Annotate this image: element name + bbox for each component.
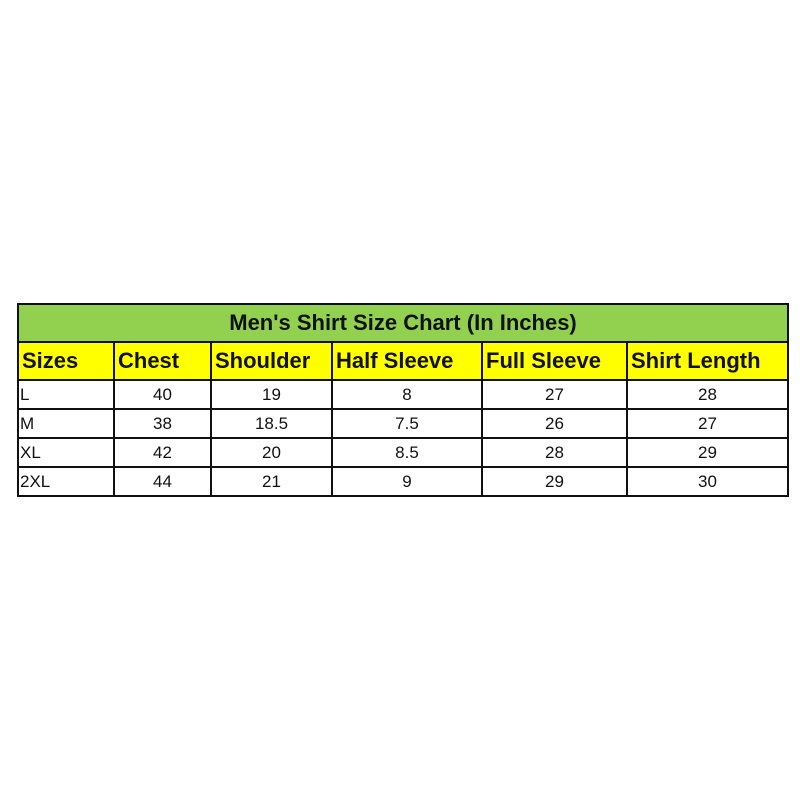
measurement-cell: 8 bbox=[331, 379, 483, 410]
size-cell: M bbox=[17, 408, 115, 439]
header-chest: Chest bbox=[113, 341, 212, 381]
size-cell: 2XL bbox=[17, 466, 115, 497]
table-row: L 40 19 8 27 28 bbox=[17, 379, 790, 410]
header-half-sleeve: Half Sleeve bbox=[331, 341, 483, 381]
measurement-cell: 44 bbox=[113, 466, 212, 497]
measurement-cell: 9 bbox=[331, 466, 483, 497]
measurement-cell: 30 bbox=[625, 466, 790, 497]
table-row: XL 42 20 8.5 28 29 bbox=[17, 437, 790, 468]
header-shirt-length: Shirt Length bbox=[625, 341, 790, 381]
header-sizes: Sizes bbox=[17, 341, 115, 381]
size-cell: XL bbox=[17, 437, 115, 468]
measurement-cell: 28 bbox=[625, 379, 790, 410]
measurement-cell: 7.5 bbox=[331, 408, 483, 439]
measurement-cell: 8.5 bbox=[331, 437, 483, 468]
table-title: Men's Shirt Size Chart (In Inches) bbox=[16, 303, 790, 343]
measurement-cell: 27 bbox=[625, 408, 790, 439]
size-cell: L bbox=[17, 379, 115, 410]
table-row: 2XL 44 21 9 29 30 bbox=[17, 466, 790, 497]
measurement-cell: 27 bbox=[481, 379, 628, 410]
measurement-cell: 21 bbox=[210, 466, 333, 497]
measurement-cell: 26 bbox=[481, 408, 628, 439]
measurement-cell: 38 bbox=[113, 408, 212, 439]
measurement-cell: 29 bbox=[481, 466, 628, 497]
measurement-cell: 18.5 bbox=[210, 408, 333, 439]
measurement-cell: 20 bbox=[210, 437, 333, 468]
header-row: Sizes Chest Shoulder Half Sleeve Full Sl… bbox=[17, 341, 790, 381]
measurement-cell: 19 bbox=[210, 379, 333, 410]
measurement-cell: 42 bbox=[113, 437, 212, 468]
size-chart-table: Men's Shirt Size Chart (In Inches) Sizes… bbox=[16, 303, 790, 497]
measurement-cell: 40 bbox=[113, 379, 212, 410]
measurement-cell: 29 bbox=[625, 437, 790, 468]
table-row: M 38 18.5 7.5 26 27 bbox=[17, 408, 790, 439]
header-full-sleeve: Full Sleeve bbox=[481, 341, 628, 381]
header-shoulder: Shoulder bbox=[210, 341, 333, 381]
measurement-cell: 28 bbox=[481, 437, 628, 468]
